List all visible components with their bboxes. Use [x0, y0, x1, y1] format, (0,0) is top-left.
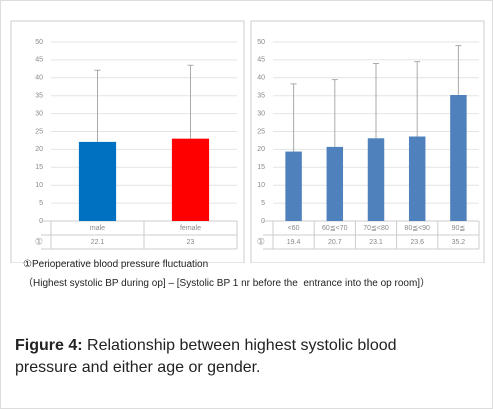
x-tick-label: 90≦: [452, 225, 466, 232]
y-tick-label: 40: [35, 75, 43, 82]
bar: [78, 141, 117, 221]
bar: [171, 138, 210, 221]
data-label: 35.2: [452, 239, 466, 246]
note-line: ①Perioperative blood pressure fluctuatio…: [23, 259, 209, 270]
data-label: 23.1: [369, 239, 383, 246]
y-tick-label: 30: [257, 110, 265, 117]
data-label: 20.7: [328, 239, 342, 246]
y-tick-label: 45: [257, 57, 265, 64]
y-tick-label: 15: [257, 164, 265, 171]
data-label: 23.6: [410, 239, 424, 246]
x-tick-label: 80≦<90: [404, 225, 430, 232]
note-line: （Highest systolic BP during op] – [Systo…: [23, 278, 431, 289]
y-tick-label: 5: [39, 200, 43, 207]
caption-label: Figure 4:: [15, 337, 83, 354]
caption-text: Relationship between highest systolic bl…: [15, 337, 397, 376]
y-tick-label: 50: [35, 39, 43, 46]
data-label: 19.4: [287, 239, 301, 246]
charts: 05101520253035404550①22.123malefemale051…: [10, 20, 485, 264]
chart-frame: [250, 20, 485, 264]
data-label: 22.1: [91, 239, 105, 246]
x-tick-label: 70≦<80: [363, 225, 389, 232]
data-label: 23: [187, 239, 195, 246]
y-tick-label: 35: [257, 93, 265, 100]
bar: [367, 138, 385, 221]
bar: [450, 94, 467, 221]
x-tick-label: 60≦<70: [322, 225, 348, 232]
y-tick-label: 40: [257, 75, 265, 82]
series-name: ①: [257, 236, 265, 246]
y-tick-label: 10: [35, 182, 43, 189]
y-tick-label: 45: [35, 57, 43, 64]
y-tick-label: 20: [257, 146, 265, 153]
x-tick-label: <60: [288, 225, 300, 232]
caption: Figure 4: Relationship between highest s…: [15, 335, 455, 379]
y-tick-label: 5: [261, 200, 265, 207]
y-tick-label: 25: [257, 128, 265, 135]
bar: [285, 151, 302, 221]
y-tick-label: 10: [257, 182, 265, 189]
y-tick-label: 15: [35, 164, 43, 171]
y-tick-label: 30: [35, 110, 43, 117]
bar: [326, 146, 344, 221]
series-name: ①: [35, 236, 43, 246]
y-tick-label: 25: [35, 128, 43, 135]
bar: [408, 136, 426, 221]
y-tick-label: 35: [35, 93, 43, 100]
y-tick-label: 50: [257, 39, 265, 46]
y-tick-label: 20: [35, 146, 43, 153]
x-tick-label: male: [90, 225, 105, 232]
x-tick-label: female: [180, 225, 201, 232]
